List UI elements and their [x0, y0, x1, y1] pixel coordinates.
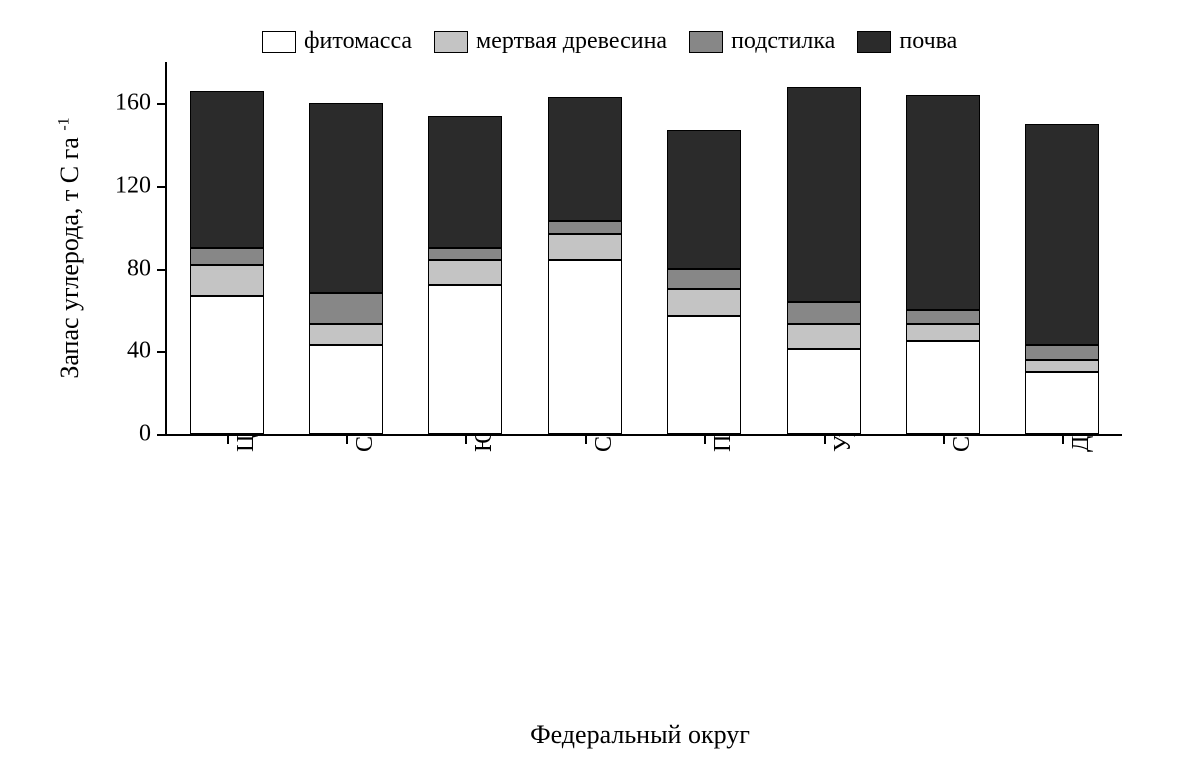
- plot-area: 04080120160ЦентральныйСеверо-ЗападныйЮжн…: [165, 62, 1122, 436]
- bar-segment-phytomass: [548, 260, 622, 434]
- legend-swatch: [857, 31, 891, 53]
- x-tick: [943, 434, 945, 444]
- bar-segment-soil: [428, 116, 502, 248]
- bar-segment-deadwood: [190, 265, 264, 296]
- legend-label: мертвая древесина: [476, 28, 667, 55]
- x-tick: [704, 434, 706, 444]
- bar-segment-litter: [428, 248, 502, 260]
- x-tick: [824, 434, 826, 444]
- bar: [190, 91, 264, 434]
- bar: [309, 103, 383, 434]
- bar-segment-soil: [190, 91, 264, 248]
- bar: [548, 97, 622, 434]
- legend-item-phytomass: фитомасса: [262, 28, 412, 55]
- legend-item-litter: подстилка: [689, 28, 835, 55]
- bar-segment-litter: [309, 293, 383, 324]
- x-tick: [346, 434, 348, 444]
- bar-segment-litter: [190, 248, 264, 265]
- bar: [1025, 124, 1099, 434]
- carbon-stock-chart: фитомасса мертвая древесина подстилка почва…: [0, 0, 1200, 774]
- bar-segment-soil: [1025, 124, 1099, 345]
- bar-segment-litter: [787, 302, 861, 325]
- bar-segment-phytomass: [667, 316, 741, 434]
- bar-segment-deadwood: [667, 289, 741, 316]
- bar-segment-soil: [787, 87, 861, 302]
- x-tick: [1062, 434, 1064, 444]
- bar-segment-phytomass: [190, 296, 264, 434]
- legend: фитомасса мертвая древесина подстилка почва: [262, 28, 957, 55]
- bar-segment-soil: [667, 130, 741, 268]
- bar-segment-phytomass: [309, 345, 383, 434]
- legend-swatch: [262, 31, 296, 53]
- bar: [906, 95, 980, 434]
- bar: [428, 116, 502, 434]
- legend-item-soil: почва: [857, 28, 957, 55]
- legend-label: фитомасса: [304, 28, 412, 55]
- bar-segment-phytomass: [428, 285, 502, 434]
- bar-segment-litter: [1025, 345, 1099, 359]
- x-tick: [227, 434, 229, 444]
- x-tick: [585, 434, 587, 444]
- bar-segment-phytomass: [906, 341, 980, 434]
- y-tick-label: 0: [139, 421, 167, 448]
- bar-segment-soil: [548, 97, 622, 221]
- bar-segment-phytomass: [1025, 372, 1099, 434]
- bar-segment-phytomass: [787, 349, 861, 434]
- y-tick-label: 80: [127, 255, 167, 282]
- bar-segment-deadwood: [428, 260, 502, 285]
- bar-segment-deadwood: [1025, 360, 1099, 372]
- y-tick-label: 120: [115, 173, 167, 200]
- bar-segment-litter: [667, 269, 741, 290]
- legend-swatch: [689, 31, 723, 53]
- bar-segment-litter: [548, 221, 622, 233]
- y-axis-title: Запас углерода, т С га -1: [55, 117, 85, 378]
- x-tick: [465, 434, 467, 444]
- bar-segment-soil: [309, 103, 383, 293]
- y-tick-label: 160: [115, 90, 167, 117]
- legend-item-deadwood: мертвая древесина: [434, 28, 667, 55]
- bar: [787, 87, 861, 434]
- bar-segment-deadwood: [309, 324, 383, 345]
- legend-label: почва: [899, 28, 957, 55]
- bar-segment-deadwood: [548, 234, 622, 261]
- bar-segment-deadwood: [906, 324, 980, 341]
- bar-segment-litter: [906, 310, 980, 324]
- legend-label: подстилка: [731, 28, 835, 55]
- bar: [667, 130, 741, 434]
- y-tick-label: 40: [127, 338, 167, 365]
- legend-swatch: [434, 31, 468, 53]
- bar-segment-soil: [906, 95, 980, 310]
- bar-segment-deadwood: [787, 324, 861, 349]
- x-axis-title: Федеральный округ: [530, 720, 750, 750]
